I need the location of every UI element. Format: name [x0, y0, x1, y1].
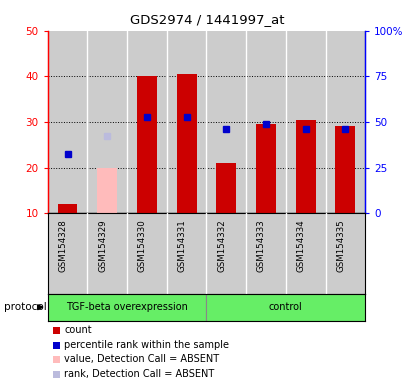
Text: value, Detection Call = ABSENT: value, Detection Call = ABSENT: [64, 354, 220, 364]
Bar: [98, 167, 117, 213]
Text: GSM154328: GSM154328: [59, 220, 68, 272]
Bar: [167, 31, 207, 213]
Bar: [53, 327, 60, 334]
Bar: [88, 31, 127, 213]
Bar: [207, 31, 246, 213]
Text: GSM154329: GSM154329: [98, 220, 107, 272]
Text: GDS2974 / 1441997_at: GDS2974 / 1441997_at: [130, 13, 285, 26]
Text: protocol: protocol: [4, 302, 47, 312]
Bar: [286, 31, 325, 213]
Bar: [53, 356, 60, 363]
Text: GSM154330: GSM154330: [138, 220, 147, 272]
Bar: [48, 294, 207, 321]
Bar: [48, 31, 88, 213]
Bar: [256, 124, 276, 213]
Bar: [177, 74, 197, 213]
Text: GSM154334: GSM154334: [297, 220, 306, 272]
Bar: [325, 31, 365, 213]
Bar: [53, 371, 60, 378]
Bar: [216, 163, 236, 213]
Text: GSM154332: GSM154332: [217, 220, 226, 272]
Text: rank, Detection Call = ABSENT: rank, Detection Call = ABSENT: [64, 369, 215, 379]
Text: percentile rank within the sample: percentile rank within the sample: [64, 340, 229, 350]
Text: count: count: [64, 325, 92, 335]
Bar: [246, 31, 286, 213]
Bar: [296, 120, 315, 213]
Text: GSM154335: GSM154335: [337, 220, 345, 272]
Text: GSM154331: GSM154331: [178, 220, 187, 272]
Text: control: control: [269, 302, 303, 312]
Text: GSM154333: GSM154333: [257, 220, 266, 272]
Bar: [58, 204, 78, 213]
Bar: [127, 31, 167, 213]
Bar: [335, 126, 355, 213]
Bar: [207, 294, 365, 321]
Bar: [53, 342, 60, 349]
Bar: [137, 76, 157, 213]
Text: TGF-beta overexpression: TGF-beta overexpression: [66, 302, 188, 312]
